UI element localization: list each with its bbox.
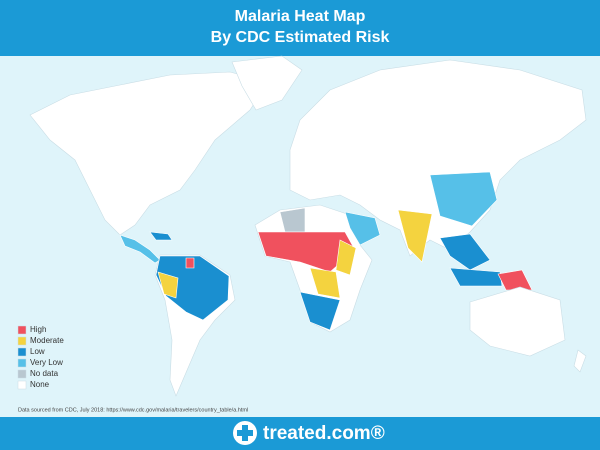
arabia [344,211,381,246]
legend-swatch [17,336,27,346]
china [429,171,498,227]
colombia-region [157,271,179,299]
title: Malaria Heat Map [235,8,366,25]
eurasia [289,59,587,257]
guiana-region [185,257,195,269]
australia [469,286,566,357]
central-south-africa [309,267,341,299]
southeast-asia [439,233,491,271]
legend-swatch [17,347,27,357]
legend-label: High [30,325,46,334]
legend-label: None [30,380,50,389]
legend-label: Low [30,347,45,356]
header-band [0,0,600,56]
north-america [29,71,269,236]
footer-band [0,417,600,450]
new-zealand [573,349,587,373]
east-africa [335,239,357,276]
southern-africa [299,291,341,331]
legend-swatch [17,380,27,390]
indonesia [449,267,503,287]
brand-name: treated.com® [263,423,385,444]
caribbean [149,231,173,241]
legend-swatch [17,358,27,368]
source-note: Data sourced from CDC, July 2018: https:… [18,407,248,413]
legend-swatch [17,325,27,335]
legend-label: Moderate [30,336,64,345]
central-america [119,234,161,264]
brand-logo-icon [233,421,257,445]
legend-label: Very Low [30,358,63,367]
papua-new-guinea [497,269,533,291]
world-map [29,55,587,397]
greenland [231,55,303,111]
legend-label: No data [30,369,59,378]
amazon-region [155,255,230,321]
subtitle: By CDC Estimated Risk [211,29,390,46]
legend: High Moderate Low Very Low No data None [17,325,64,390]
india [397,209,433,263]
legend-swatch [17,369,27,379]
